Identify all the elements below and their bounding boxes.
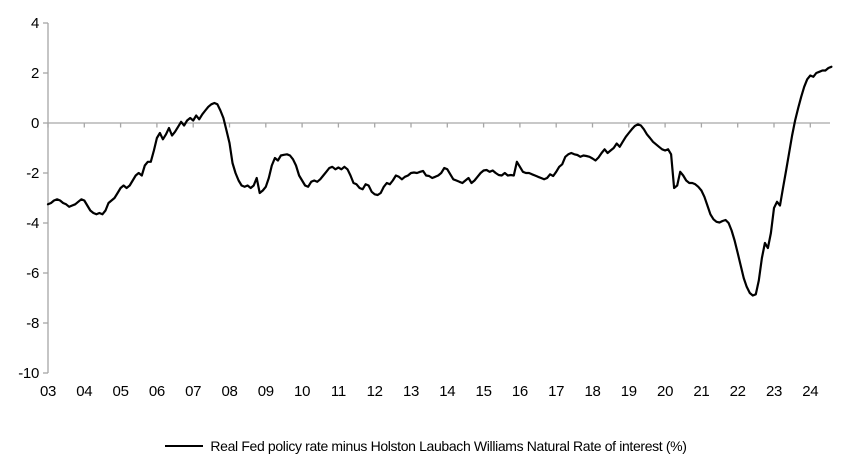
y-tick-label: -8 [26, 315, 39, 332]
legend-label: Real Fed policy rate minus Holston Lauba… [210, 438, 687, 454]
x-tick-label: 13 [403, 383, 419, 400]
line-chart: 03 04 05 06 07 08 09 10 11 12 13 14 15 16 17 18 19 20 21 22… [18, 15, 833, 400]
legend: Real Fed policy rate minus Holston Lauba… [0, 433, 852, 459]
y-tick-label: 4 [31, 15, 39, 32]
x-tick-label: 18 [584, 383, 600, 400]
x-tick-label: 06 [149, 383, 165, 400]
y-tick-label: 2 [31, 65, 39, 82]
x-tick-label: 08 [221, 383, 237, 400]
x-tick-label: 22 [730, 383, 746, 400]
y-tick-label: -2 [26, 165, 39, 182]
legend-line-marker [165, 445, 204, 447]
y-tick-label: 0 [31, 115, 39, 132]
x-tick-label: 23 [766, 383, 782, 400]
x-tick-label: 20 [657, 383, 673, 400]
y-tick-label: -4 [26, 215, 39, 232]
y-tick-label: -10 [18, 365, 39, 382]
x-tick-label: 14 [439, 383, 455, 400]
x-tick-label: 04 [76, 383, 92, 400]
x-tick-label: 09 [258, 383, 274, 400]
x-tick-label: 21 [693, 383, 709, 400]
x-tick-label: 07 [185, 383, 201, 400]
x-tick-label: 12 [367, 383, 383, 400]
x-tick-label: 19 [621, 383, 637, 400]
x-tick-label: 24 [802, 383, 818, 400]
x-tick-label: 17 [548, 383, 564, 400]
x-tick-label: 10 [294, 383, 310, 400]
x-tick-label: 11 [331, 383, 346, 400]
x-tick-label: 15 [476, 383, 492, 400]
x-tick-label: 03 [40, 383, 56, 400]
x-tick-label: 05 [113, 383, 129, 400]
y-tick-label: -6 [26, 265, 39, 282]
series-line [46, 65, 833, 297]
x-tick-label: 16 [512, 383, 528, 400]
